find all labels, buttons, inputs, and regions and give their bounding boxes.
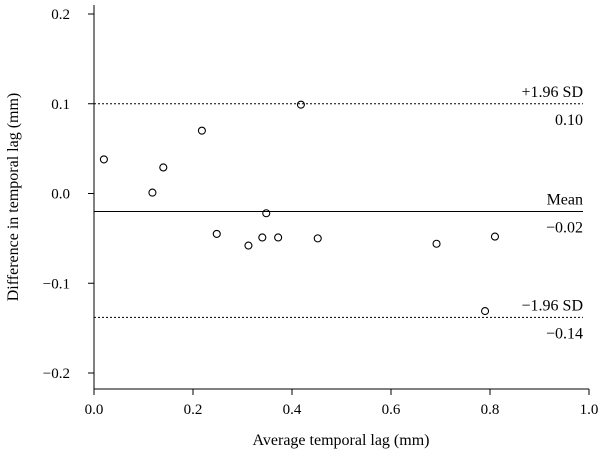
reference-line-value: −0.02 <box>546 219 583 236</box>
reference-line-name: Mean <box>547 191 583 208</box>
x-tick-label: 0.4 <box>283 402 302 418</box>
y-tick-label: 0.1 <box>51 97 70 113</box>
y-tick-label: −0.2 <box>43 366 70 382</box>
y-tick-label: 0.0 <box>51 187 70 203</box>
data-point <box>197 126 206 135</box>
x-tick-label: 0.8 <box>481 402 500 418</box>
reference-line-name: −1.96 SD <box>522 297 583 314</box>
x-tick-label: 1.0 <box>580 402 599 418</box>
reference-lines: +1.96 SD 0.10 Mean −0.02 −1.96 SD −0.14 <box>94 84 583 342</box>
data-point <box>212 229 221 238</box>
x-tick-label: 0.0 <box>85 402 104 418</box>
data-points <box>99 100 500 316</box>
data-point <box>258 233 267 242</box>
data-point <box>296 100 305 109</box>
data-point <box>313 234 322 243</box>
reference-line-value: 0.10 <box>555 112 583 129</box>
reference-line-value: −0.14 <box>546 325 583 342</box>
x-tick-label: 0.2 <box>184 402 203 418</box>
y-ticks: 0.2 0.1 0.0 −0.1 −0.2 <box>43 7 94 382</box>
reference-line-name: +1.96 SD <box>522 84 583 101</box>
data-point <box>262 209 271 218</box>
data-point <box>148 188 157 197</box>
data-point <box>480 307 490 316</box>
data-point <box>432 239 441 248</box>
data-point <box>159 163 168 172</box>
data-point <box>274 233 283 242</box>
data-point <box>490 232 500 241</box>
data-point <box>99 155 108 164</box>
y-tick-label: −0.1 <box>43 276 70 292</box>
x-axis-label: Average temporal lag (mm) <box>253 432 430 449</box>
axes <box>93 5 589 390</box>
x-tick-label: 0.6 <box>382 402 401 418</box>
x-ticks: 0.0 0.2 0.4 0.6 0.8 1.0 <box>85 389 599 418</box>
y-tick-label: 0.2 <box>51 7 70 23</box>
y-axis-label: Difference in temporal lag (mm) <box>5 93 22 302</box>
data-point <box>244 241 253 250</box>
